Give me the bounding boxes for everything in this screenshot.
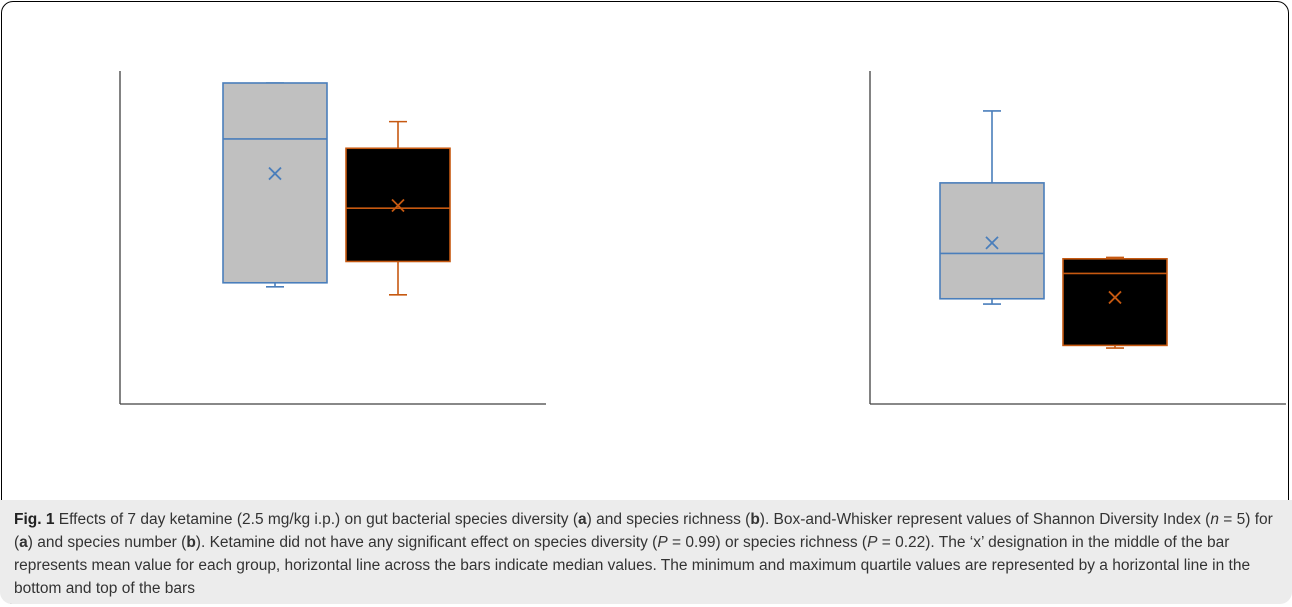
mean-marker	[268, 166, 282, 181]
mean-marker	[391, 198, 405, 213]
caption-segment: = 0.22). The ‘x’ designation in the midd…	[14, 534, 1251, 597]
caption-segment: P	[657, 534, 668, 551]
caption-segment: ). Ketamine did not have any significant…	[195, 534, 658, 551]
figure-label: Fig. 1	[14, 511, 55, 528]
caption-segment: ). Box-and-Whisker represent values of S…	[759, 511, 1211, 528]
caption-segment: a	[578, 511, 587, 528]
box-saline	[222, 82, 328, 284]
box-ketamine	[1062, 258, 1168, 347]
caption-segment: b	[186, 534, 196, 551]
caption-segment: = 0.99) or species richness (	[667, 534, 868, 551]
mean-marker	[985, 236, 999, 250]
caption-segment: = 5) for (	[14, 511, 1273, 551]
box-saline	[939, 182, 1045, 300]
caption-segment: ) and species number (	[27, 534, 187, 551]
mean-marker	[1108, 290, 1122, 305]
caption-segment: Effects of 7 day ketamine (2.5 mg/kg i.p…	[54, 511, 578, 528]
caption-segment: ) and species richness (	[586, 511, 751, 528]
figure-caption: Fig. 1 Effects of 7 day ketamine (2.5 mg…	[0, 500, 1292, 604]
caption-segment: a	[19, 534, 28, 551]
caption-text: Effects of 7 day ketamine (2.5 mg/kg i.p…	[14, 511, 1273, 597]
caption-segment: n	[1210, 511, 1219, 528]
caption-segment: b	[750, 511, 760, 528]
figure-charts	[119, 71, 1286, 405]
caption-segment: P	[867, 534, 878, 551]
